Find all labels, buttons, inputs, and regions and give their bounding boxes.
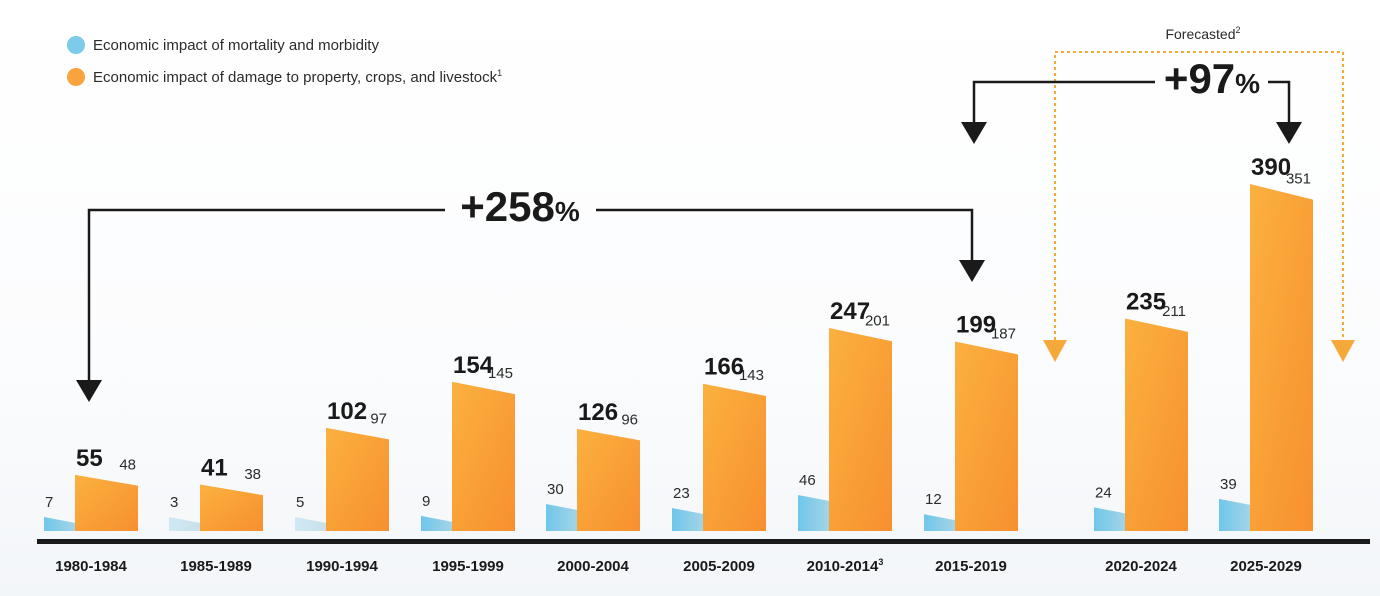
value-label-damage: 143 <box>739 367 764 384</box>
x-axis-baseline <box>37 539 1370 544</box>
total-label: 166 <box>704 354 744 381</box>
total-label: 154 <box>453 352 494 379</box>
category-label: 1985-1989 <box>180 558 252 575</box>
growth-hist-arrow: +258% <box>76 183 985 402</box>
bar-damage <box>1250 184 1313 532</box>
bar-damage <box>200 484 263 531</box>
value-label-damage: 351 <box>1286 171 1311 188</box>
bar-damage <box>703 383 766 531</box>
growth-forecast-arrow: +97% <box>961 55 1302 144</box>
growth-forecast-arrowhead-right <box>1276 122 1302 144</box>
bar-damage <box>829 328 892 531</box>
growth-hist-arrowhead-left <box>76 380 102 402</box>
bar-damage <box>955 341 1018 531</box>
value-label-damage: 187 <box>991 325 1016 342</box>
bar-damage <box>1125 318 1188 531</box>
legend: Economic impact of mortality and morbidi… <box>67 36 502 86</box>
legend-damage-label: Economic impact of damage to property, c… <box>93 68 502 86</box>
total-label: 126 <box>578 399 618 426</box>
value-label-mortality: 24 <box>1095 484 1112 501</box>
total-label: 247 <box>830 298 870 325</box>
category-label: 1980-1984 <box>55 558 127 575</box>
forecast-arrow-left <box>1043 340 1067 362</box>
value-label-mortality: 39 <box>1220 476 1237 493</box>
value-label-mortality: 3 <box>170 494 178 511</box>
bar-damage <box>452 381 515 531</box>
value-label-mortality: 23 <box>673 485 690 502</box>
growth-forecast-line-left <box>972 80 1155 124</box>
category-label: 2025-2029 <box>1230 558 1302 575</box>
category-label: 1990-1994 <box>306 558 378 575</box>
growth-hist-label: +258% <box>460 183 580 230</box>
value-label-mortality: 5 <box>296 494 304 511</box>
forecast-bracket-line <box>1054 51 1344 340</box>
bar-damage <box>326 427 389 531</box>
value-label-mortality: 7 <box>45 494 53 511</box>
value-label-damage: 145 <box>488 365 513 382</box>
growth-hist-line <box>87 208 445 380</box>
growth-forecast-line-right <box>1268 80 1291 124</box>
growth-forecast-arrowhead-left <box>961 122 987 144</box>
category-label: 2000-2004 <box>557 558 629 575</box>
bar-damage <box>75 474 138 531</box>
category-label: 2005-2009 <box>683 558 755 575</box>
total-label: 102 <box>327 398 367 425</box>
value-label-damage: 201 <box>865 312 890 329</box>
category-label: 1995-1999 <box>432 558 504 575</box>
legend-damage-swatch <box>67 68 85 86</box>
category-label: 2015-2019 <box>935 558 1007 575</box>
value-label-mortality: 46 <box>799 472 816 489</box>
total-label: 390 <box>1251 154 1291 181</box>
category-label: 2020-2024 <box>1105 558 1177 575</box>
total-label: 199 <box>956 311 996 338</box>
value-label-mortality: 30 <box>547 481 564 498</box>
total-label: 41 <box>201 455 228 482</box>
value-label-damage: 48 <box>119 457 136 474</box>
growth-hist-line-right <box>596 208 974 262</box>
value-label-mortality: 9 <box>422 493 430 510</box>
growth-forecast-label: +97% <box>1164 55 1260 102</box>
legend-mortality-label: Economic impact of mortality and morbidi… <box>93 37 379 54</box>
category-label: 2010-20143 <box>807 557 884 575</box>
forecast-bracket: Forecasted2 <box>1043 25 1355 362</box>
legend-mortality-swatch <box>67 36 85 54</box>
total-label: 55 <box>76 445 103 472</box>
value-label-damage: 38 <box>244 466 261 483</box>
value-label-damage: 211 <box>1162 303 1186 320</box>
forecast-arrow-right <box>1331 340 1355 362</box>
total-label: 235 <box>1126 288 1166 315</box>
growth-hist-arrowhead-right <box>959 260 985 282</box>
category-labels: 1980-1984 1985-1989 1990-1994 1995-1999 2000… <box>55 557 1302 575</box>
value-label-damage: 97 <box>370 410 387 427</box>
value-label-mortality: 12 <box>925 491 942 508</box>
value-label-damage: 96 <box>621 411 638 428</box>
forecast-label: Forecasted2 <box>1165 25 1240 42</box>
bar-damage <box>577 428 640 531</box>
